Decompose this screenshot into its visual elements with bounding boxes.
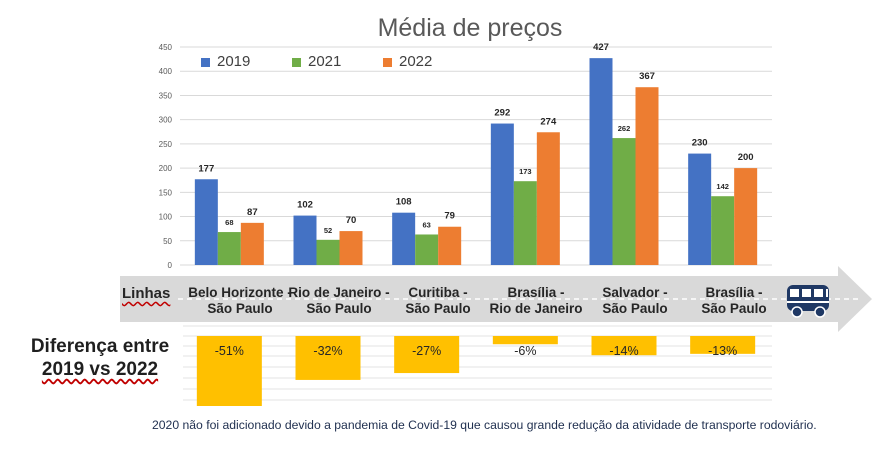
diff-data-label: -32% <box>313 344 342 358</box>
bar-2022 <box>635 87 659 265</box>
bus-icon <box>787 285 829 318</box>
bar-2022 <box>734 168 758 265</box>
category-label: Salvador - São Paulo <box>602 285 668 316</box>
legend-swatch-2022 <box>383 57 392 67</box>
data-label-2022: 367 <box>639 71 655 82</box>
category-label: Rio de Janeiro - São Paulo <box>288 285 390 316</box>
category-label: Belo Horizonte - São Paulo <box>188 285 292 316</box>
diff-bar <box>591 336 657 356</box>
main-data-labels: 177 68 87 102 52 70 108 63 79 292 173 274 427 262 367 2… <box>198 42 753 235</box>
data-label-2019: 102 <box>297 200 313 211</box>
y-tick-label: 250 <box>159 140 173 149</box>
bar-2019 <box>392 212 416 265</box>
bar-2021 <box>612 138 636 265</box>
diff-bar <box>394 336 460 374</box>
bar-2022 <box>339 231 363 265</box>
main-gridlines <box>180 46 772 266</box>
diff-data-label: -27% <box>412 344 441 358</box>
diff-data-label: -51% <box>215 344 244 358</box>
diff-bar <box>196 336 262 406</box>
y-tick-label: 350 <box>159 91 173 100</box>
data-label-2021: 52 <box>324 226 332 235</box>
diff-bars <box>196 336 756 406</box>
bar-2021 <box>217 232 241 265</box>
data-label-2019: 177 <box>198 163 214 174</box>
data-label-2022: 200 <box>738 152 754 163</box>
y-tick-label: 150 <box>159 188 173 197</box>
diff-gridlines <box>183 325 772 401</box>
diff-bar <box>690 336 756 354</box>
data-label-2019: 427 <box>593 42 609 53</box>
legend-item-2022: 2022 <box>383 53 432 73</box>
main-bars <box>194 58 758 265</box>
y-tick-label: 0 <box>168 261 173 270</box>
data-label-2019: 230 <box>692 138 708 149</box>
y-axis-ticks: 0 50 100 150 200 250 300 350 400 450 <box>159 43 173 270</box>
legend-swatch-2021 <box>292 57 301 67</box>
data-label-2019: 108 <box>396 197 412 208</box>
bar-2022 <box>240 222 264 265</box>
y-tick-label: 200 <box>159 164 173 173</box>
bar-2019 <box>293 215 317 265</box>
diff-data-label: -6% <box>514 344 536 358</box>
legend-item-2021: 2021 <box>292 53 341 73</box>
data-label-2022: 274 <box>540 116 557 127</box>
diff-section-label: Diferença entre 2019 vs 2022 <box>30 336 170 380</box>
data-label-2021: 173 <box>519 167 532 176</box>
diff-bar <box>492 336 558 345</box>
data-label-2021: 68 <box>225 218 233 227</box>
axis-row-label: Linhas <box>122 285 171 302</box>
data-label-2021: 63 <box>422 220 430 229</box>
diff-bar <box>295 336 361 380</box>
y-tick-label: 400 <box>159 67 173 76</box>
bar-2021 <box>711 196 735 265</box>
data-label-2021: 142 <box>716 182 729 191</box>
bar-2022 <box>438 226 462 265</box>
chart-title: Média de preços <box>377 14 563 42</box>
category-label: Brasília - São Paulo <box>701 285 767 316</box>
data-label-2021: 262 <box>618 124 631 133</box>
y-tick-label: 100 <box>159 213 173 222</box>
diff-data-labels: -51% -32% -27% -6% -14% -13% <box>215 344 738 358</box>
legend-label-2019: 2019 <box>217 53 251 70</box>
data-label-2022: 70 <box>346 215 357 226</box>
data-label-2019: 292 <box>494 108 510 119</box>
bar-2019 <box>194 179 218 265</box>
y-tick-label: 450 <box>159 43 173 52</box>
y-tick-label: 300 <box>159 116 173 125</box>
data-label-2022: 79 <box>444 211 455 222</box>
legend-swatch-2019 <box>201 57 210 67</box>
legend-item-2019: 2019 <box>201 53 250 73</box>
y-tick-label: 50 <box>163 237 172 246</box>
legend-label-2021: 2021 <box>308 53 342 70</box>
bar-2019 <box>589 58 613 265</box>
bar-2021 <box>513 181 537 265</box>
diff-data-label: -14% <box>609 344 638 358</box>
bar-2022 <box>536 132 560 265</box>
legend-label-2022: 2022 <box>399 53 433 70</box>
footnote: 2020 não foi adicionado devido a pandemi… <box>152 418 817 432</box>
bar-2021 <box>316 239 340 265</box>
category-label: Brasília - Rio de Janeiro <box>489 285 583 316</box>
bar-2019 <box>490 123 514 265</box>
diff-data-label: -13% <box>708 344 737 358</box>
data-label-2022: 87 <box>247 207 258 218</box>
category-label: Curitiba - São Paulo <box>405 285 471 316</box>
bar-2019 <box>688 153 712 265</box>
bar-2021 <box>415 234 439 265</box>
